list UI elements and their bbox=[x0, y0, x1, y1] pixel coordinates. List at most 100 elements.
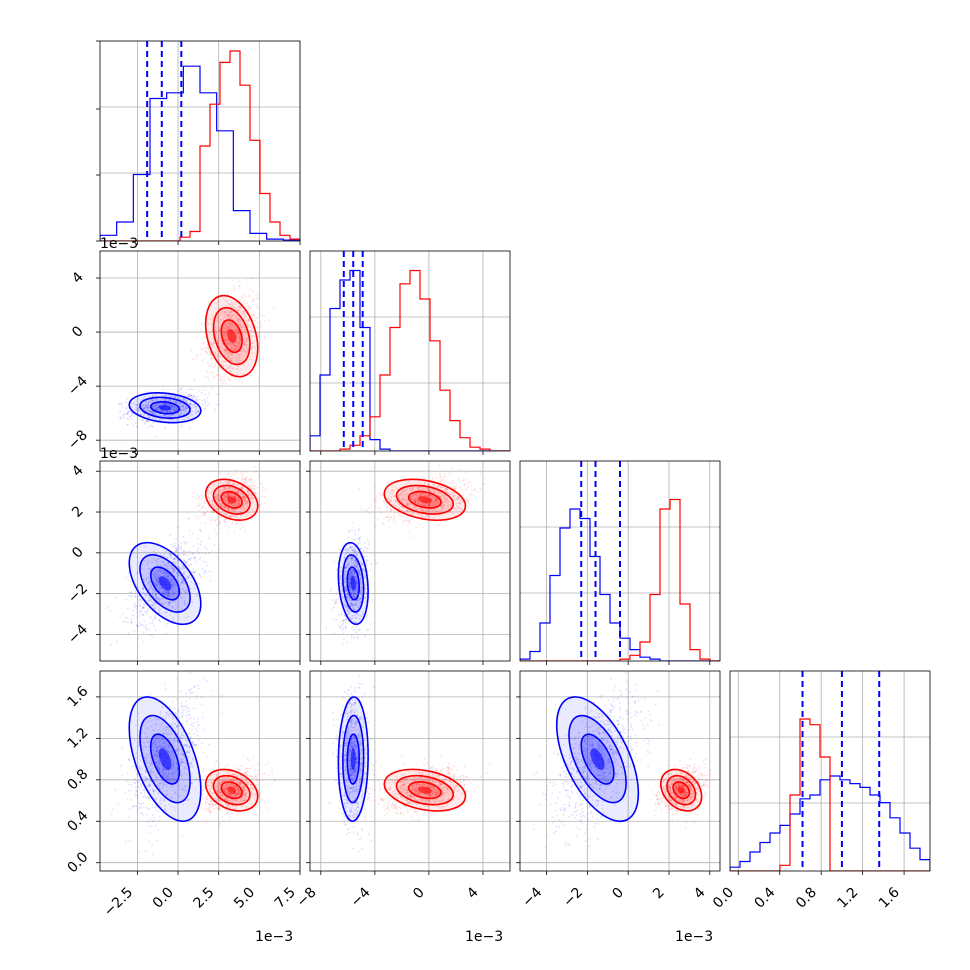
scatter-point bbox=[199, 556, 202, 559]
axes-frame bbox=[309, 250, 511, 452]
scatter-point bbox=[155, 407, 157, 410]
scatter-point bbox=[184, 398, 186, 400]
scatter-point bbox=[136, 595, 139, 598]
scatter-point bbox=[229, 310, 232, 313]
scatter-point bbox=[219, 336, 222, 339]
scatter-point bbox=[203, 407, 206, 410]
scatter-point bbox=[131, 595, 133, 597]
scatter-point bbox=[149, 411, 151, 413]
scatter-point bbox=[174, 601, 176, 604]
scatter-point bbox=[135, 400, 138, 403]
scatter-point bbox=[173, 396, 175, 399]
scatter-point bbox=[169, 556, 171, 558]
scatter-point bbox=[238, 357, 241, 360]
scatter-point bbox=[156, 578, 159, 580]
scatter-point bbox=[166, 556, 169, 559]
scatter-point bbox=[162, 388, 164, 391]
scatter-point bbox=[220, 350, 223, 353]
histogram-panel-0 bbox=[96, 40, 301, 245]
scatter-point bbox=[193, 557, 196, 559]
scatter-point bbox=[223, 348, 225, 350]
scatter-point bbox=[197, 410, 200, 413]
scatter-point bbox=[206, 564, 208, 567]
scatter-point bbox=[163, 570, 166, 573]
scatter-point bbox=[379, 495, 382, 497]
scatter-point bbox=[189, 587, 192, 590]
scatter-point bbox=[221, 347, 224, 350]
density-level bbox=[158, 405, 172, 411]
scatter-point bbox=[252, 480, 255, 483]
scatter-point bbox=[171, 404, 174, 407]
scatter-point bbox=[355, 631, 357, 634]
scatter-point bbox=[249, 362, 252, 365]
scatter-point bbox=[162, 572, 165, 575]
scatter-point bbox=[193, 403, 195, 406]
scatter-point bbox=[160, 612, 163, 614]
scatter-point bbox=[166, 415, 169, 418]
scatter-point bbox=[207, 348, 210, 351]
scatter-point bbox=[238, 337, 240, 340]
scatter-point bbox=[354, 533, 357, 536]
scatter-point bbox=[142, 407, 145, 409]
scatter-point bbox=[156, 414, 159, 417]
scatter-point bbox=[188, 550, 191, 553]
scatter-point bbox=[152, 633, 155, 636]
scatter-point bbox=[220, 380, 223, 382]
scatter-point bbox=[228, 353, 230, 356]
scatter-point bbox=[119, 410, 121, 413]
scatter-point bbox=[238, 318, 240, 320]
scatter-point bbox=[177, 389, 180, 392]
scatter-point bbox=[142, 405, 145, 407]
scatter-point bbox=[193, 399, 196, 401]
scatter-point bbox=[169, 399, 171, 402]
scatter-point bbox=[165, 395, 168, 397]
scatter-point bbox=[126, 617, 129, 619]
scatter-point bbox=[168, 398, 171, 401]
scatter-point bbox=[177, 559, 179, 562]
scatter-point bbox=[209, 354, 211, 356]
scatter-point bbox=[226, 353, 229, 356]
scatter-point bbox=[165, 550, 168, 552]
scatter-point bbox=[236, 309, 239, 312]
scatter-point bbox=[140, 419, 143, 421]
scatter-point bbox=[235, 468, 238, 471]
scatter-point bbox=[225, 349, 228, 352]
scatter-point bbox=[179, 414, 181, 416]
scatter-point bbox=[335, 599, 338, 602]
scatter-point bbox=[145, 402, 147, 405]
scatter-point bbox=[147, 403, 150, 406]
scatter-point bbox=[180, 581, 183, 584]
scatter-point bbox=[247, 348, 249, 350]
scatter-point bbox=[132, 402, 135, 405]
scatter-point bbox=[241, 382, 243, 384]
scatter-point bbox=[223, 339, 226, 341]
scatter-point bbox=[183, 602, 186, 605]
scatter-point bbox=[182, 409, 185, 412]
panel-content bbox=[106, 465, 267, 646]
scatter-point bbox=[236, 319, 239, 322]
scatter-point bbox=[224, 311, 226, 314]
scatter-point bbox=[137, 407, 140, 410]
scatter-point bbox=[206, 376, 209, 379]
scatter-point bbox=[186, 554, 189, 557]
scatter-point bbox=[154, 584, 157, 587]
scatter-point bbox=[173, 419, 176, 421]
scatter-point bbox=[239, 337, 242, 340]
scatter-point bbox=[223, 338, 226, 341]
scatter-point bbox=[176, 407, 179, 410]
scatter-point bbox=[183, 560, 186, 563]
scatter-point bbox=[143, 407, 146, 410]
scatter-point bbox=[160, 410, 163, 412]
scatter-point bbox=[261, 495, 263, 498]
scatter-point bbox=[221, 342, 224, 345]
scatter-point bbox=[92, 409, 94, 411]
scatter-point bbox=[164, 591, 167, 594]
scatter-point bbox=[242, 471, 245, 474]
scatter-point bbox=[239, 339, 242, 341]
scatter-point bbox=[231, 522, 233, 525]
scatter-point bbox=[255, 471, 258, 473]
scatter-point bbox=[198, 389, 201, 392]
scatter-point bbox=[156, 408, 159, 411]
scatter-point bbox=[444, 473, 446, 476]
